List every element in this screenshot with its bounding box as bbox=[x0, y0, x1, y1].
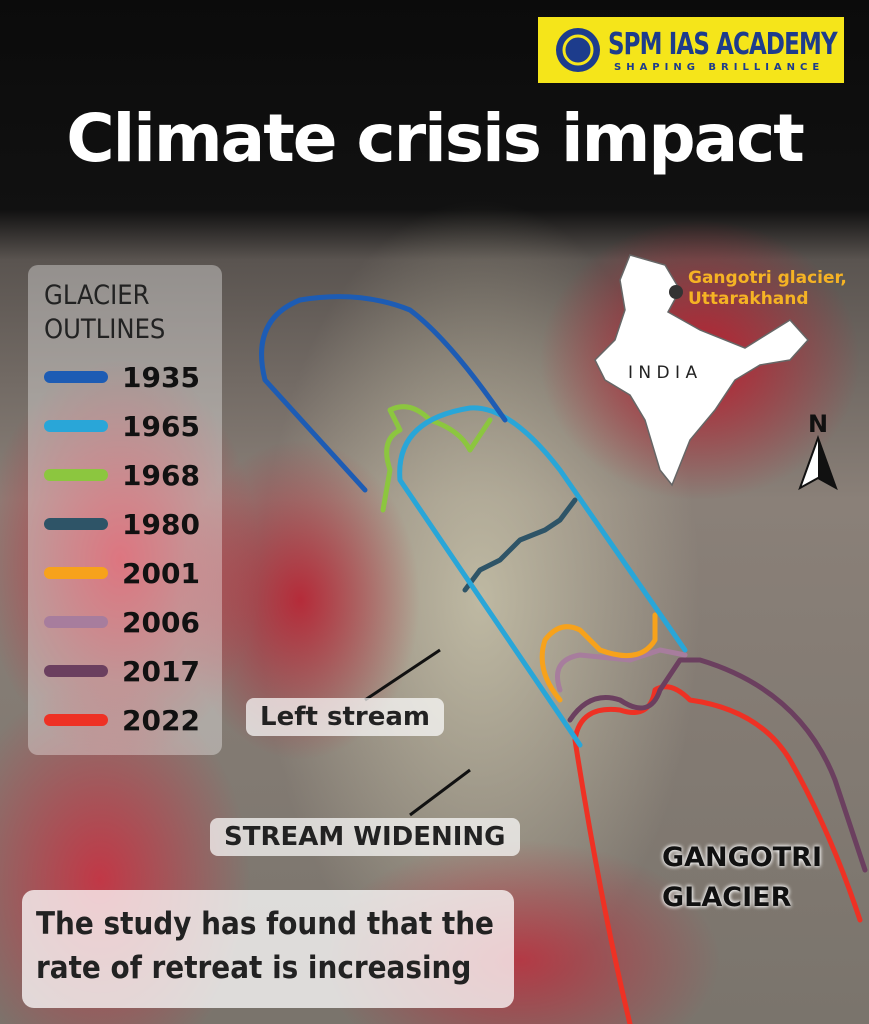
brand: SPM IAS ACADEMY SHAPING BRILLIANCE bbox=[538, 17, 844, 83]
legend: GLACIER OUTLINES 1935 1965 1968 1980 2001 200… bbox=[28, 265, 222, 755]
glacier-outline bbox=[380, 404, 493, 513]
north-label: N bbox=[808, 410, 828, 438]
legend-swatch bbox=[44, 616, 108, 628]
legend-item: 2006 bbox=[44, 602, 200, 642]
map-label-line: Gangotri glacier, bbox=[688, 268, 847, 288]
legend-item: 1965 bbox=[44, 406, 200, 446]
legend-item: 2017 bbox=[44, 651, 200, 691]
glacier-label-line: GANGOTRI bbox=[662, 842, 823, 873]
legend-swatch bbox=[44, 714, 108, 726]
legend-label: 2006 bbox=[122, 605, 200, 639]
map-label-line: Uttarakhand bbox=[688, 289, 809, 309]
legend-swatch bbox=[44, 469, 108, 481]
location-pin bbox=[669, 285, 683, 299]
annotation: Left stream bbox=[246, 698, 444, 736]
legend-item: 1968 bbox=[44, 455, 200, 495]
annotation: STREAM WIDENING bbox=[210, 818, 520, 856]
title: Climate crisis impact bbox=[66, 100, 805, 177]
legend-label: 2017 bbox=[122, 654, 200, 688]
brand-logo bbox=[556, 28, 600, 72]
legend-swatch bbox=[44, 518, 108, 530]
glacier-outline bbox=[462, 497, 578, 593]
glacier-outline bbox=[397, 405, 688, 748]
legend-label: 1980 bbox=[122, 507, 200, 541]
pointer bbox=[364, 648, 441, 702]
legend-item: 1980 bbox=[44, 504, 200, 544]
legend-swatch bbox=[44, 665, 108, 677]
map-label: Gangotri glacier, Uttarakhand bbox=[688, 268, 847, 310]
legend-swatch bbox=[44, 420, 108, 432]
glacier-outline bbox=[555, 647, 688, 693]
legend-label: 1965 bbox=[122, 409, 200, 443]
glacier-label: GANGOTRI GLACIER bbox=[662, 838, 822, 918]
brand-tagline: SHAPING BRILLIANCE bbox=[614, 62, 825, 73]
legend-item: 2001 bbox=[44, 553, 200, 593]
india-map bbox=[594, 254, 810, 487]
note: The study has found that the rate of ret… bbox=[22, 890, 514, 1008]
legend-label: 2022 bbox=[122, 703, 200, 737]
logo-circle bbox=[556, 28, 600, 72]
legend-label: 1968 bbox=[122, 458, 200, 492]
legend-item: 1935 bbox=[44, 357, 200, 397]
legend-item: 2022 bbox=[44, 700, 200, 740]
glacier-outline bbox=[259, 294, 508, 493]
country-label: I N D I A bbox=[628, 363, 697, 383]
legend-swatch bbox=[44, 371, 108, 383]
legend-swatch bbox=[44, 567, 108, 579]
glacier-outline bbox=[567, 657, 868, 873]
glacier-label-line: GLACIER bbox=[662, 882, 792, 913]
legend-label: 1935 bbox=[122, 360, 200, 394]
pointer bbox=[409, 768, 471, 817]
glacier-outline bbox=[539, 612, 658, 703]
legend-title: GLACIER OUTLINES bbox=[44, 280, 166, 345]
north-arrow-shade bbox=[818, 438, 836, 488]
legend-label: 2001 bbox=[122, 556, 200, 590]
brand-name: SPM IAS ACADEMY bbox=[608, 27, 838, 62]
glacier-outline bbox=[572, 684, 863, 1024]
logo-ring bbox=[562, 34, 594, 66]
